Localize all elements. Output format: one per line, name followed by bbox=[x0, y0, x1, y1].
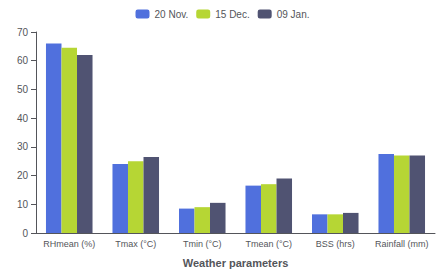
svg-text:0: 0 bbox=[22, 228, 28, 239]
svg-text:15 Dec.: 15 Dec. bbox=[215, 9, 249, 20]
svg-text:09 Jan.: 09 Jan. bbox=[277, 9, 310, 20]
svg-text:50: 50 bbox=[17, 84, 29, 95]
svg-text:Tmax (°C): Tmax (°C) bbox=[115, 239, 156, 249]
svg-text:70: 70 bbox=[17, 27, 29, 38]
svg-text:10: 10 bbox=[17, 199, 29, 210]
svg-text:20 Nov.: 20 Nov. bbox=[155, 9, 189, 20]
svg-text:60: 60 bbox=[17, 55, 29, 66]
svg-text:40: 40 bbox=[17, 113, 29, 124]
svg-text:Rainfall (mm): Rainfall (mm) bbox=[375, 239, 429, 249]
svg-text:RHmean (%): RHmean (%) bbox=[43, 239, 95, 249]
svg-text:Weather parameters: Weather parameters bbox=[183, 257, 289, 269]
svg-text:Tmin (°C): Tmin (°C) bbox=[183, 239, 222, 249]
svg-text:Tmean (°C): Tmean (°C) bbox=[245, 239, 292, 249]
svg-text:BSS (hrs): BSS (hrs) bbox=[316, 239, 355, 249]
svg-text:20: 20 bbox=[17, 170, 29, 181]
svg-text:30: 30 bbox=[17, 141, 29, 152]
